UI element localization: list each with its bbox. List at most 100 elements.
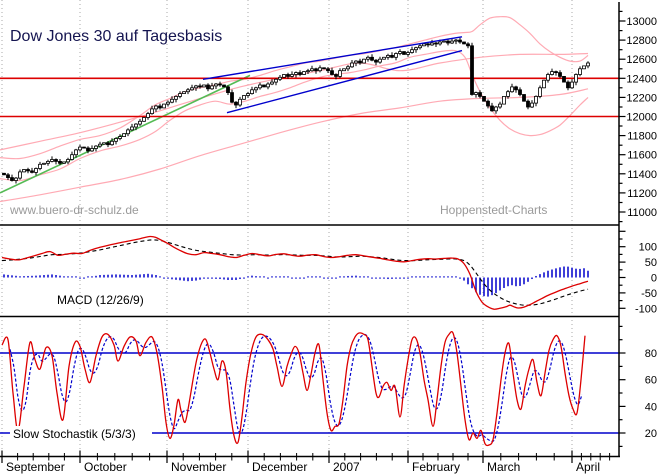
candle-body (106, 142, 110, 146)
macd-histogram-bar (203, 277, 205, 279)
macd-histogram-bar (551, 269, 553, 278)
trend-channel-line (202, 36, 463, 80)
macd-histogram-bar (131, 275, 133, 278)
macd-histogram-bar (55, 275, 57, 278)
candle-body (82, 146, 86, 149)
macd-histogram-bar (103, 274, 105, 278)
macd-histogram-bar (47, 274, 49, 278)
text-layer: Dow Jones 30 auf Tagesbasis www.buero-dr… (9, 28, 547, 441)
macd-histogram-bar (495, 277, 497, 294)
candle-body (466, 43, 470, 47)
macd-histogram-bar (371, 277, 373, 279)
candle-body (586, 62, 590, 67)
macd-histogram-bar (323, 277, 325, 279)
candle-body (118, 136, 122, 139)
macd-signal-line (1, 239, 589, 306)
candle-body (78, 146, 82, 151)
macd-histogram-bar (175, 277, 177, 280)
macd-histogram-bar (83, 277, 85, 279)
month-label: December (252, 460, 307, 474)
candle-body (510, 86, 514, 93)
candle-body (334, 74, 338, 77)
macd-histogram-bar (95, 275, 97, 278)
candle-body (110, 140, 114, 146)
macd-histogram-bar (439, 276, 441, 278)
macd-histogram-bar (327, 277, 329, 279)
candle-body (298, 72, 302, 75)
candle-body (54, 159, 58, 162)
candle-body (278, 76, 282, 80)
candle-body (26, 169, 30, 172)
macd-histogram-bar (23, 276, 25, 278)
candle-body (378, 58, 382, 63)
macd-histogram-bar (307, 276, 309, 278)
candle-body (498, 103, 502, 108)
candle-body (86, 147, 90, 152)
macd-histogram-bar (107, 274, 109, 278)
candle-body (134, 123, 138, 128)
macd-histogram-bar (575, 268, 577, 278)
candle-body (402, 51, 406, 55)
macd-histogram-bar (539, 274, 541, 278)
candle-body (58, 160, 62, 164)
macd-histogram-bar (503, 277, 505, 288)
macd-histogram-bar (247, 276, 249, 278)
macd-axis-label: -50 (641, 288, 657, 300)
macd-histogram-bar (303, 277, 305, 279)
macd-histogram-bar (319, 276, 321, 278)
macd-histogram-bar (263, 276, 265, 278)
candle-body (370, 56, 374, 61)
candle-body (414, 47, 418, 51)
macd-histogram-bar (35, 275, 37, 278)
macd-histogram-bar (11, 275, 13, 278)
price-axis-label: 11200 (627, 188, 657, 200)
macd-histogram-bar (59, 275, 61, 278)
candle-body (302, 71, 306, 75)
macd-histogram-bar (383, 277, 385, 279)
macd-histogram-bar (167, 277, 169, 279)
month-label: September (6, 460, 65, 474)
macd-histogram-bar (3, 274, 5, 278)
candle-body (122, 133, 126, 137)
macd-histogram-bar (279, 276, 281, 278)
candle-body (486, 100, 490, 107)
macd-histogram-bar (515, 277, 517, 287)
stochastic-k-line (1, 331, 586, 447)
macd-histogram-bar (31, 275, 33, 278)
macd-histogram-bar (523, 277, 525, 285)
stochastic-d-line (9, 333, 583, 443)
candle-body (530, 102, 534, 108)
candle-body (430, 42, 434, 46)
candle-body (386, 55, 390, 58)
candle-body (426, 43, 430, 46)
macd-histogram-bar (407, 277, 409, 279)
macd-histogram-bar (211, 277, 213, 279)
candle-body (6, 174, 10, 179)
macd-histogram-bar (159, 276, 161, 278)
candle-body (550, 71, 554, 75)
candle-body (574, 74, 578, 83)
macd-histogram-bar (579, 268, 581, 278)
candle-body (154, 105, 158, 110)
macd-histogram-bar (563, 266, 565, 278)
candle-body (342, 68, 346, 72)
macd-histogram-bar (227, 277, 229, 280)
candle-body (462, 41, 466, 45)
candle-body (478, 92, 482, 97)
candle-body (330, 70, 334, 75)
candle-body (206, 84, 210, 90)
envelope-lower-band (0, 88, 589, 203)
macd-histogram-bar (15, 275, 17, 278)
candle-body (230, 92, 234, 103)
stochastic-axis-label: 20 (645, 428, 657, 440)
candle-body (226, 86, 230, 94)
macd-histogram-bar (375, 277, 377, 279)
macd-histogram-bar (559, 267, 561, 278)
macd-histogram-bar (91, 276, 93, 278)
candle-body (258, 84, 262, 89)
candle-body (438, 41, 442, 45)
macd-histogram-bar (195, 277, 197, 281)
candle-body (74, 149, 78, 156)
macd-histogram-bar (243, 277, 245, 279)
